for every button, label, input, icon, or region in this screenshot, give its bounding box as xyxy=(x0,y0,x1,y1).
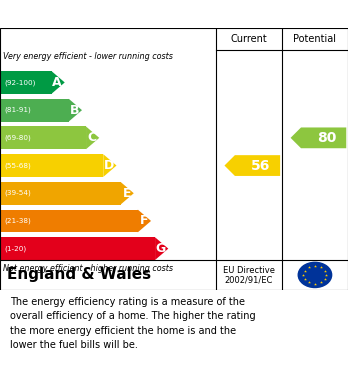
Text: Energy Efficiency Rating: Energy Efficiency Rating xyxy=(73,7,275,22)
Text: Not energy efficient - higher running costs: Not energy efficient - higher running co… xyxy=(3,264,174,273)
Polygon shape xyxy=(52,71,65,94)
Text: A: A xyxy=(52,76,62,89)
Text: Potential: Potential xyxy=(293,34,337,44)
Text: 56: 56 xyxy=(251,158,271,172)
Polygon shape xyxy=(138,210,151,232)
Text: Current: Current xyxy=(230,34,267,44)
Polygon shape xyxy=(155,237,168,260)
Bar xyxy=(1,127,86,149)
Polygon shape xyxy=(103,154,117,177)
Polygon shape xyxy=(291,127,346,148)
Text: England & Wales: England & Wales xyxy=(7,267,151,282)
Text: E: E xyxy=(122,187,131,200)
Text: B: B xyxy=(70,104,79,117)
Text: (69-80): (69-80) xyxy=(5,135,31,141)
Text: (1-20): (1-20) xyxy=(5,246,27,252)
Text: (92-100): (92-100) xyxy=(5,79,36,86)
Bar xyxy=(1,71,52,94)
Text: (81-91): (81-91) xyxy=(5,107,31,113)
Text: G: G xyxy=(155,242,166,255)
Text: D: D xyxy=(103,159,114,172)
Bar xyxy=(1,182,120,204)
Text: C: C xyxy=(87,131,96,144)
Text: (55-68): (55-68) xyxy=(5,162,31,169)
Polygon shape xyxy=(86,127,99,149)
Text: (21-38): (21-38) xyxy=(5,218,31,224)
Polygon shape xyxy=(224,155,280,176)
Text: (39-54): (39-54) xyxy=(5,190,31,197)
Text: F: F xyxy=(140,214,148,228)
Bar xyxy=(1,99,69,122)
Bar xyxy=(1,154,103,177)
Text: Very energy efficient - lower running costs: Very energy efficient - lower running co… xyxy=(3,52,173,61)
Circle shape xyxy=(298,262,332,287)
Text: EU Directive: EU Directive xyxy=(223,266,275,275)
Text: 80: 80 xyxy=(317,131,337,145)
Polygon shape xyxy=(120,182,134,204)
Text: The energy efficiency rating is a measure of the
overall efficiency of a home. T: The energy efficiency rating is a measur… xyxy=(10,297,256,350)
Polygon shape xyxy=(69,99,82,122)
Bar xyxy=(1,237,155,260)
Bar xyxy=(1,210,138,232)
Text: 2002/91/EC: 2002/91/EC xyxy=(224,275,273,284)
